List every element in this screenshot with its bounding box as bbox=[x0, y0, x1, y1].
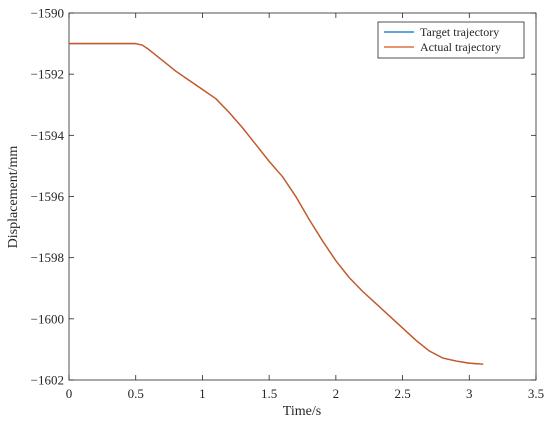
x-tick-label: 0.5 bbox=[128, 386, 144, 401]
y-tick-label: −1600 bbox=[31, 311, 64, 326]
plot-area-frame bbox=[68, 12, 537, 381]
series-layer bbox=[68, 42, 484, 365]
y-axis-title: Displacement/mm bbox=[6, 146, 21, 249]
x-tick-label: 3.5 bbox=[528, 386, 544, 401]
x-tick-label: 1.5 bbox=[261, 386, 277, 401]
x-tick-label: 2 bbox=[333, 386, 340, 401]
legend-label-target-trajectory: Target trajectory bbox=[420, 25, 499, 39]
y-tick-label: −1602 bbox=[31, 373, 64, 388]
x-tick-label: 1 bbox=[199, 386, 206, 401]
y-tick-label: −1596 bbox=[31, 189, 65, 204]
x-tick-label: 0 bbox=[66, 386, 73, 401]
y-tick-label: −1598 bbox=[31, 250, 64, 265]
y-tick-label: −1592 bbox=[31, 67, 64, 82]
x-tick-label: 2.5 bbox=[394, 386, 410, 401]
axes-layer: 0 0.5 1 1.5 2 2.5 3 3.5 −1602 −1600 −1598 −1596 −159… bbox=[31, 6, 544, 402]
y-tick-label: −1590 bbox=[31, 6, 64, 21]
x-axis-title: Time/s bbox=[283, 404, 321, 419]
y-tick-label: −1594 bbox=[31, 128, 65, 143]
legend-label-actual-trajectory: Actual trajectory bbox=[420, 40, 501, 54]
x-tick-label: 3 bbox=[466, 386, 473, 401]
series-line-actual-trajectory bbox=[68, 42, 484, 365]
legend-box bbox=[377, 21, 525, 59]
